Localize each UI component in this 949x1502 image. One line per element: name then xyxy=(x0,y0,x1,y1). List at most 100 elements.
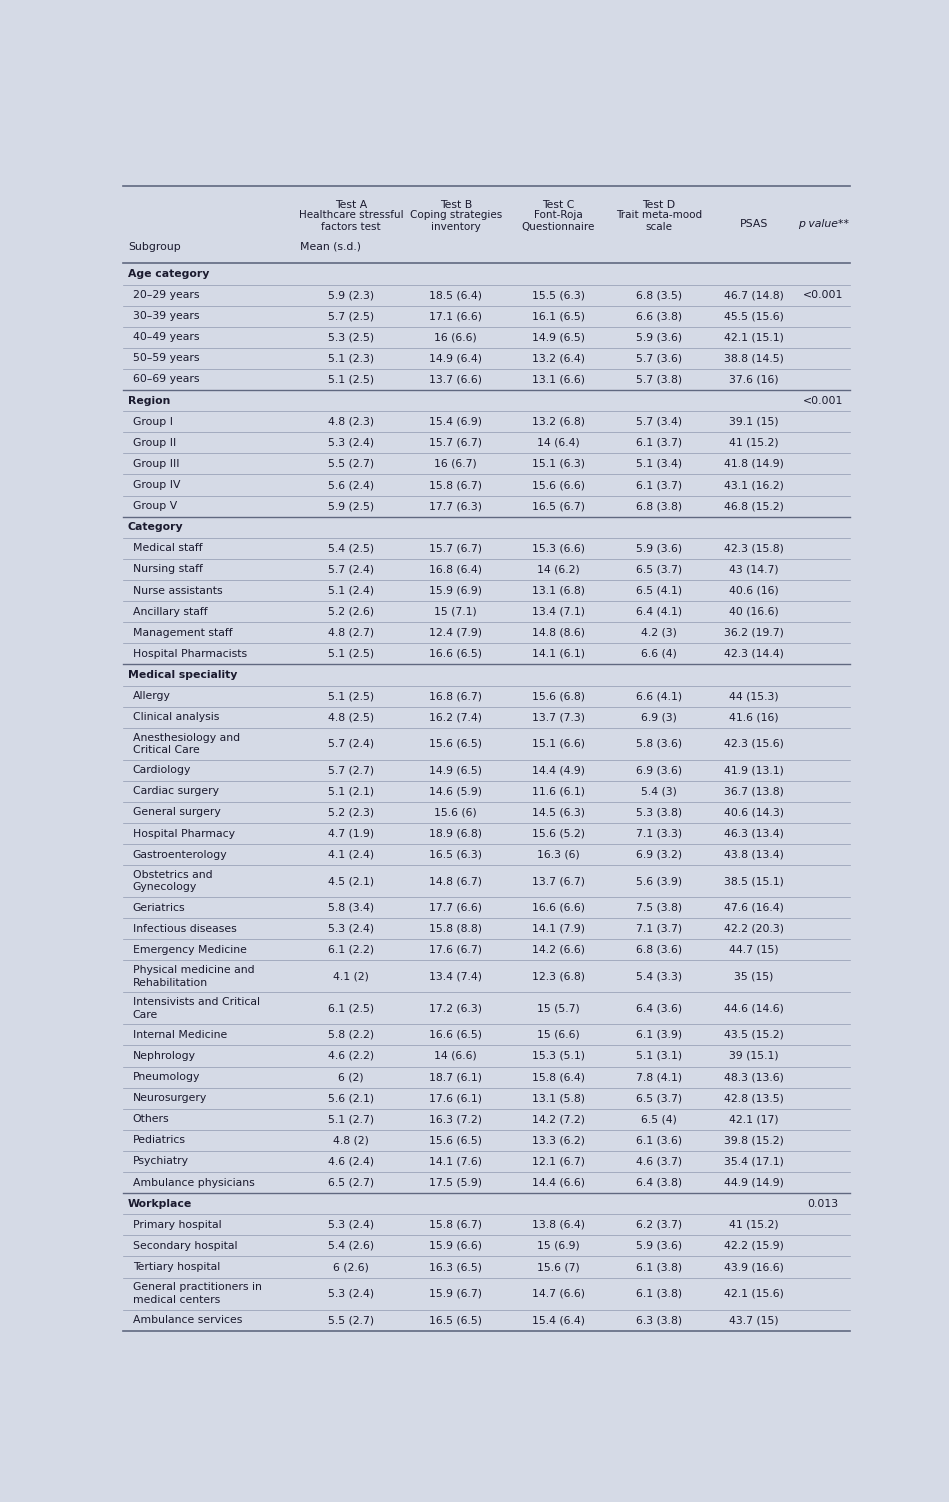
Text: 12.4 (7.9): 12.4 (7.9) xyxy=(429,628,482,638)
Text: 14 (6.2): 14 (6.2) xyxy=(537,565,580,574)
Text: 5.4 (2.6): 5.4 (2.6) xyxy=(328,1241,374,1251)
Text: 5.2 (2.6): 5.2 (2.6) xyxy=(328,607,374,617)
Text: 6.5 (3.7): 6.5 (3.7) xyxy=(636,1093,682,1102)
Text: Medical speciality: Medical speciality xyxy=(128,670,237,680)
Text: 13.7 (6.6): 13.7 (6.6) xyxy=(429,374,482,385)
Text: 6.1 (3.7): 6.1 (3.7) xyxy=(636,437,682,448)
Text: 48.3 (13.6): 48.3 (13.6) xyxy=(724,1072,784,1081)
Text: 6 (2.6): 6 (2.6) xyxy=(333,1262,369,1272)
Text: Workplace: Workplace xyxy=(128,1199,193,1209)
Text: 6.5 (4.1): 6.5 (4.1) xyxy=(636,586,682,596)
Text: 6.6 (4): 6.6 (4) xyxy=(641,649,677,659)
Text: Pediatrics: Pediatrics xyxy=(133,1136,186,1146)
Text: 16.6 (6.5): 16.6 (6.5) xyxy=(429,649,482,659)
Text: 6.4 (3.6): 6.4 (3.6) xyxy=(636,1003,682,1014)
Text: 39 (15.1): 39 (15.1) xyxy=(730,1051,779,1060)
Text: 14.8 (6.7): 14.8 (6.7) xyxy=(429,876,482,886)
Text: 14.2 (6.6): 14.2 (6.6) xyxy=(531,945,585,955)
Text: Region: Region xyxy=(128,395,170,406)
Text: 16.3 (7.2): 16.3 (7.2) xyxy=(429,1114,482,1125)
Text: 15.8 (8.8): 15.8 (8.8) xyxy=(429,924,482,934)
Text: 7.1 (3.3): 7.1 (3.3) xyxy=(636,829,682,838)
Text: Intensivists and Critical
Care: Intensivists and Critical Care xyxy=(133,997,260,1020)
Text: 6.6 (4.1): 6.6 (4.1) xyxy=(636,691,682,701)
Text: Trait meta-mood
scale: Trait meta-mood scale xyxy=(616,209,702,233)
Text: Subgroup: Subgroup xyxy=(128,242,180,252)
Text: 14.7 (6.6): 14.7 (6.6) xyxy=(531,1289,585,1299)
Text: 14 (6.4): 14 (6.4) xyxy=(537,437,580,448)
Text: 14.1 (6.1): 14.1 (6.1) xyxy=(531,649,585,659)
Text: 15 (6.9): 15 (6.9) xyxy=(537,1241,580,1251)
Text: 41 (15.2): 41 (15.2) xyxy=(730,437,779,448)
Text: 42.1 (17): 42.1 (17) xyxy=(730,1114,779,1125)
Text: 6 (2): 6 (2) xyxy=(338,1072,363,1081)
Text: 16 (6.6): 16 (6.6) xyxy=(435,332,477,342)
Text: 17.5 (5.9): 17.5 (5.9) xyxy=(429,1178,482,1188)
Text: 5.1 (2.3): 5.1 (2.3) xyxy=(328,353,374,363)
Text: 5.3 (2.4): 5.3 (2.4) xyxy=(328,1220,374,1230)
Text: Cardiac surgery: Cardiac surgery xyxy=(133,787,218,796)
Text: Geriatrics: Geriatrics xyxy=(133,903,185,913)
Text: 15.6 (6.5): 15.6 (6.5) xyxy=(429,739,482,748)
Text: 36.2 (19.7): 36.2 (19.7) xyxy=(724,628,784,638)
Text: Infectious diseases: Infectious diseases xyxy=(133,924,236,934)
Text: 4.6 (3.7): 4.6 (3.7) xyxy=(636,1157,682,1167)
Text: 40.6 (14.3): 40.6 (14.3) xyxy=(724,808,784,817)
Text: 15.3 (5.1): 15.3 (5.1) xyxy=(531,1051,585,1060)
Text: Hospital Pharmacy: Hospital Pharmacy xyxy=(133,829,234,838)
Text: 15.3 (6.6): 15.3 (6.6) xyxy=(531,544,585,553)
Text: 42.8 (13.5): 42.8 (13.5) xyxy=(724,1093,784,1102)
Text: Test D: Test D xyxy=(642,200,676,210)
Text: 16.6 (6.6): 16.6 (6.6) xyxy=(531,903,585,913)
Text: 15.4 (6.4): 15.4 (6.4) xyxy=(531,1316,585,1325)
Text: 14.8 (8.6): 14.8 (8.6) xyxy=(531,628,585,638)
Text: 13.2 (6.8): 13.2 (6.8) xyxy=(531,416,585,427)
Text: 15.7 (6.7): 15.7 (6.7) xyxy=(429,437,482,448)
Text: 5.7 (3.6): 5.7 (3.6) xyxy=(636,353,682,363)
Text: 15.9 (6.9): 15.9 (6.9) xyxy=(429,586,482,596)
Text: Management staff: Management staff xyxy=(133,628,233,638)
Text: Allergy: Allergy xyxy=(133,691,171,701)
Text: 18.5 (6.4): 18.5 (6.4) xyxy=(429,290,482,300)
Text: Group II: Group II xyxy=(133,437,176,448)
Text: 16.3 (6.5): 16.3 (6.5) xyxy=(429,1262,482,1272)
Text: 14.9 (6.5): 14.9 (6.5) xyxy=(429,765,482,775)
Text: 40–49 years: 40–49 years xyxy=(133,332,199,342)
Text: Nephrology: Nephrology xyxy=(133,1051,195,1060)
Text: 43.9 (16.6): 43.9 (16.6) xyxy=(724,1262,784,1272)
Text: 5.5 (2.7): 5.5 (2.7) xyxy=(328,1316,374,1325)
Text: 6.1 (3.8): 6.1 (3.8) xyxy=(636,1289,682,1299)
Text: 4.2 (3): 4.2 (3) xyxy=(641,628,677,638)
Text: 7.1 (3.7): 7.1 (3.7) xyxy=(636,924,682,934)
Text: 16 (6.7): 16 (6.7) xyxy=(435,460,477,469)
Text: 42.3 (15.8): 42.3 (15.8) xyxy=(724,544,784,553)
Text: 15.1 (6.3): 15.1 (6.3) xyxy=(531,460,585,469)
Text: 44.7 (15): 44.7 (15) xyxy=(730,945,779,955)
Text: General practitioners in
medical centers: General practitioners in medical centers xyxy=(133,1283,262,1305)
Text: 17.2 (6.3): 17.2 (6.3) xyxy=(429,1003,482,1014)
Text: 18.7 (6.1): 18.7 (6.1) xyxy=(429,1072,482,1081)
Text: 6.1 (3.9): 6.1 (3.9) xyxy=(636,1030,682,1039)
Text: 5.9 (3.6): 5.9 (3.6) xyxy=(636,1241,682,1251)
Text: 46.8 (15.2): 46.8 (15.2) xyxy=(724,502,784,511)
Text: 11.6 (6.1): 11.6 (6.1) xyxy=(531,787,585,796)
Text: 39.1 (15): 39.1 (15) xyxy=(730,416,779,427)
Text: 5.6 (2.4): 5.6 (2.4) xyxy=(328,481,374,490)
Text: 15.9 (6.7): 15.9 (6.7) xyxy=(429,1289,482,1299)
Text: 15.6 (6.8): 15.6 (6.8) xyxy=(531,691,585,701)
Text: 42.3 (14.4): 42.3 (14.4) xyxy=(724,649,784,659)
Text: 6.3 (3.8): 6.3 (3.8) xyxy=(636,1316,682,1325)
Text: 42.1 (15.1): 42.1 (15.1) xyxy=(724,332,784,342)
Text: 5.7 (3.8): 5.7 (3.8) xyxy=(636,374,682,385)
Text: 7.8 (4.1): 7.8 (4.1) xyxy=(636,1072,682,1081)
Text: 16.1 (6.5): 16.1 (6.5) xyxy=(531,311,585,321)
Text: 15 (7.1): 15 (7.1) xyxy=(435,607,477,617)
Text: 46.7 (14.8): 46.7 (14.8) xyxy=(724,290,784,300)
Text: 20–29 years: 20–29 years xyxy=(133,290,199,300)
Text: 42.2 (20.3): 42.2 (20.3) xyxy=(724,924,784,934)
Text: 14.5 (6.3): 14.5 (6.3) xyxy=(531,808,585,817)
Text: 6.1 (3.8): 6.1 (3.8) xyxy=(636,1262,682,1272)
Text: 5.3 (2.4): 5.3 (2.4) xyxy=(328,1289,374,1299)
Text: 16.3 (6): 16.3 (6) xyxy=(537,850,580,859)
Text: Group III: Group III xyxy=(133,460,179,469)
